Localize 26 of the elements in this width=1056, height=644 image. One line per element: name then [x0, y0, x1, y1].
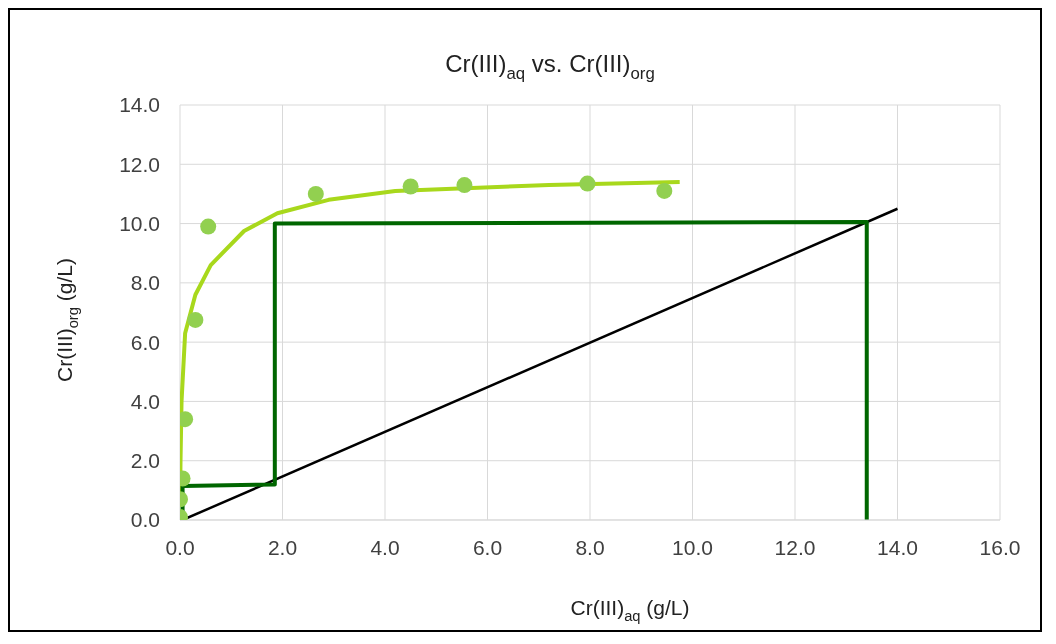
x-tick-label: 4.0 [370, 535, 400, 559]
point [307, 185, 324, 202]
y-tick-label: 14.0 [119, 93, 160, 117]
x-tick-label: 10.0 [672, 535, 713, 559]
x-tick-label: 12.0 [774, 535, 816, 559]
x-tick-label: 14.0 [877, 535, 918, 559]
y-tick-label: 10.0 [119, 212, 160, 236]
y-tick-label: 2.0 [130, 449, 160, 473]
x-axis-title: Cr(III)$_{aq}$ (g/L) [570, 596, 690, 625]
x-tick-label: 2.0 [267, 535, 298, 559]
y-tick-label: 8.0 [130, 271, 160, 295]
y-tick-label: 0.0 [130, 508, 160, 532]
point [187, 311, 204, 328]
point [200, 218, 217, 235]
y-tick-label: 4.0 [130, 389, 160, 413]
point [402, 178, 419, 195]
point [456, 177, 473, 194]
y-tick-label: 12.0 [119, 152, 160, 176]
point [656, 182, 673, 199]
x-tick-label: 16.0 [979, 535, 1021, 559]
x-tick-label: 6.0 [472, 535, 503, 559]
y-tick-label: 6.0 [130, 330, 160, 354]
chart-title: Cr(III)$_{aq}$ vs. Cr(III)$_{org}$ [445, 50, 655, 84]
x-tick-label: 8.0 [575, 535, 605, 559]
x-tick-label: 0.0 [165, 535, 195, 559]
point [579, 175, 596, 192]
